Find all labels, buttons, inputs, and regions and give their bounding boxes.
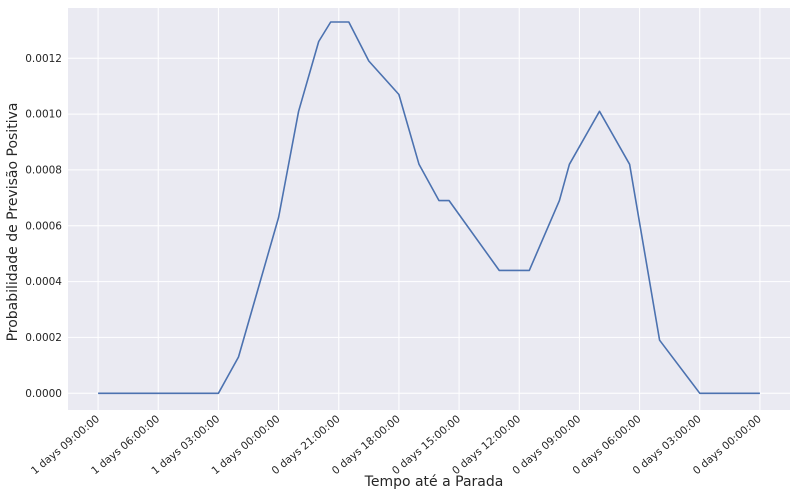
plot-area	[68, 8, 790, 410]
y-tick-label: 0.0008	[25, 164, 62, 176]
y-tick-label: 0.0012	[25, 53, 62, 65]
series-layer	[98, 21, 760, 395]
x-axis-title: Tempo até a Parada	[364, 474, 504, 490]
y-axis-title: Probabilidade de Previsão Positiva	[5, 103, 21, 342]
y-tick-label: 0.0010	[25, 109, 62, 121]
y-tick-label: 0.0002	[25, 332, 62, 344]
y-tick-label: 0.0000	[25, 388, 62, 400]
x-axis: 1 days 09:00:001 days 06:00:001 days 03:…	[29, 413, 764, 477]
y-axis: 0.0000 0.0002 0.0004 0.0006 0.0008 0.0010 0.00…	[25, 53, 62, 400]
y-tick-label: 0.0006	[25, 220, 62, 232]
series-line	[98, 21, 760, 395]
y-tick-label: 0.0004	[25, 276, 62, 288]
grid	[68, 8, 790, 410]
